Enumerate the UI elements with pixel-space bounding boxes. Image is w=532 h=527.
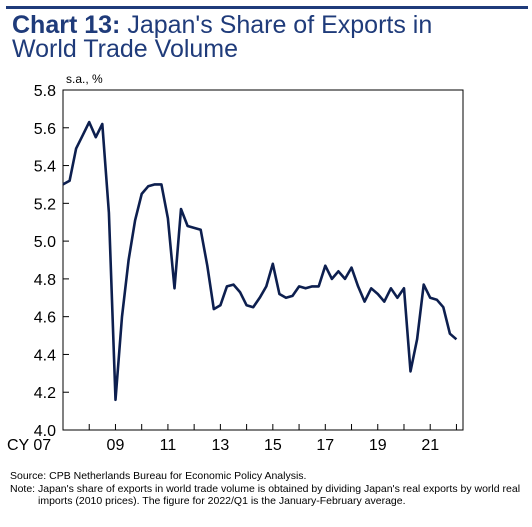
- x-tick-label: 11: [160, 437, 177, 454]
- source-row: Source: CPB Netherlands Bureau for Econo…: [10, 470, 525, 483]
- y-tick-label: 5.6: [34, 121, 56, 138]
- y-tick-label: 4.4: [34, 347, 56, 364]
- title-rule: [6, 6, 528, 9]
- chart-notes: Source: CPB Netherlands Bureau for Econo…: [10, 470, 525, 508]
- title-line-2: World Trade Volume: [12, 35, 239, 63]
- x-tick-label: 13: [211, 437, 229, 454]
- note-label: Note:: [10, 482, 39, 495]
- y-tick-label: 4.2: [34, 385, 56, 402]
- series-line: [62, 120, 458, 402]
- y-tick-label: 5.0: [34, 234, 56, 251]
- x-tick-label: 15: [264, 437, 282, 454]
- y-axis: 4.0 4.2 4.4 4.6 4.8 5.0 5.2 5.4 5.6 5.8: [34, 83, 69, 440]
- y-tick-label: 4.8: [34, 272, 56, 289]
- title-line-1: Japan's Share of Exports in: [120, 11, 433, 39]
- y-tick-label: 4.0: [34, 423, 56, 440]
- x-tick-label: 17: [316, 437, 334, 454]
- chart-number: Chart 13:: [12, 11, 121, 39]
- x-axis: CY 07 09 11 13 15 17 19 21: [7, 424, 457, 454]
- x-tick-label: 19: [369, 437, 387, 454]
- note-text: Japan's share of exports in world trade …: [38, 482, 521, 508]
- y-tick-label: 4.6: [34, 310, 56, 327]
- source-label: Source:: [10, 470, 50, 482]
- plot-frame: [62, 89, 464, 431]
- x-tick-label: 09: [107, 437, 125, 454]
- source-text: CPB Netherlands Bureau for Economic Poli…: [49, 470, 307, 482]
- note-row: Note: Japan's share of exports in world …: [10, 483, 525, 508]
- x-tick-label: CY 07: [7, 437, 51, 454]
- y-tick-label: 5.2: [34, 196, 56, 213]
- y-tick-label: 5.4: [34, 159, 56, 176]
- x-tick-label: 21: [421, 437, 439, 454]
- line-chart: s.a., % 4.0 4.2 4.4 4.6 4.8 5.0 5.2 5.4 5.6 5.8 C…: [7, 72, 464, 454]
- unit-label: s.a., %: [66, 72, 103, 86]
- chart-title: Chart 13: Japan's Share of Exports in Wo…: [12, 11, 522, 63]
- y-tick-label: 5.8: [34, 83, 56, 100]
